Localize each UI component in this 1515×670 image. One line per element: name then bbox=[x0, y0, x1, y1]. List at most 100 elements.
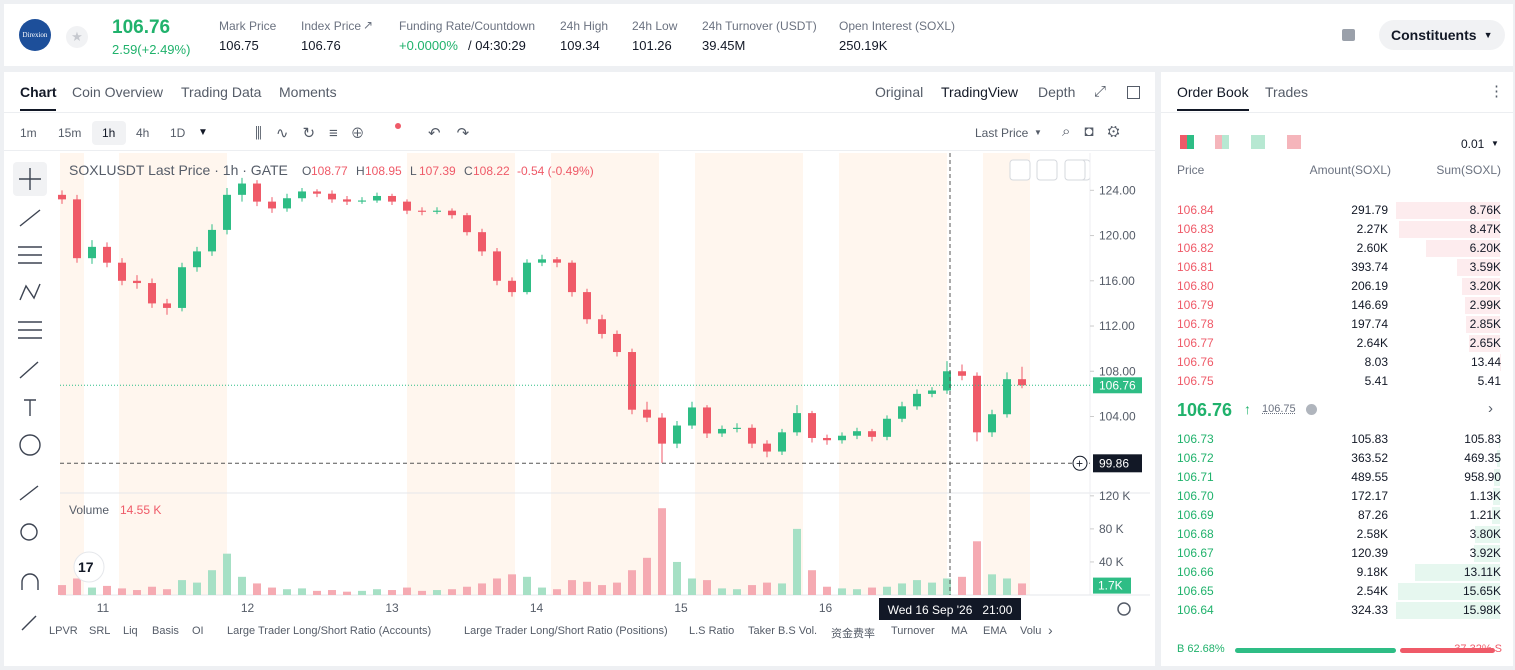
view-tab[interactable]: Depth bbox=[1038, 84, 1076, 100]
volume-last-label: 1.7K bbox=[1098, 579, 1123, 593]
depth-bar bbox=[1493, 469, 1500, 486]
indicator: Large Trader Long/Short Ratio (Accounts) bbox=[227, 625, 432, 637]
depth-bar bbox=[1396, 202, 1500, 219]
info-icon[interactable] bbox=[1306, 404, 1317, 415]
y-tick-label: 104.00 bbox=[1099, 409, 1136, 423]
candle-body bbox=[448, 210, 456, 216]
plus: + bbox=[1076, 456, 1083, 470]
book-icon[interactable] bbox=[1342, 29, 1355, 41]
volume-bar bbox=[223, 553, 231, 595]
volume-bar bbox=[508, 574, 516, 595]
stat-value: 250.19K bbox=[839, 38, 888, 53]
expand-icon[interactable]: ⤢ bbox=[1094, 83, 1107, 100]
depth-bar bbox=[1475, 526, 1500, 543]
view-tab[interactable]: TradingView bbox=[941, 84, 1019, 100]
depth-bar bbox=[1492, 507, 1500, 524]
volume-bar bbox=[958, 576, 966, 595]
candle-body bbox=[943, 371, 951, 391]
candle-body bbox=[343, 199, 351, 202]
ob-amount: 2.60K bbox=[1356, 241, 1388, 255]
tab[interactable]: Trading Data bbox=[181, 84, 262, 100]
link-icon[interactable]: ↗ bbox=[363, 18, 374, 32]
favorite[interactable]: ★ bbox=[66, 26, 88, 48]
tab[interactable]: Coin Overview bbox=[72, 84, 164, 100]
toolbar-icons[interactable]: ⫼∿↻≡⊕ bbox=[255, 125, 378, 142]
refresh-button[interactable] bbox=[1064, 159, 1086, 181]
volume-bar bbox=[763, 582, 771, 595]
volume-bar bbox=[733, 589, 741, 595]
view-bids[interactable] bbox=[1251, 135, 1265, 149]
indicator-next: › bbox=[1048, 622, 1053, 638]
interval[interactable]: 4h bbox=[136, 126, 150, 140]
up-arrow: ↑ bbox=[1244, 401, 1251, 417]
window-icon[interactable] bbox=[1127, 86, 1140, 99]
interval[interactable]: 15m bbox=[58, 126, 82, 140]
ob-sum: 2.85K bbox=[1469, 317, 1501, 331]
more-arrow[interactable]: › bbox=[1488, 400, 1493, 417]
stat-value: 101.26 bbox=[632, 38, 672, 53]
legend-value: 107.39 bbox=[419, 164, 456, 178]
candle-body bbox=[238, 183, 246, 195]
indicator: 资金费率 bbox=[831, 628, 875, 640]
candle-body bbox=[793, 413, 801, 433]
volume-bar bbox=[253, 583, 261, 595]
ob-sum: 8.47K bbox=[1469, 222, 1501, 236]
dropdown-arrow[interactable]: ▼ bbox=[198, 127, 208, 138]
crosshair-time: Wed 16 Sep '26 21:00 bbox=[888, 603, 1013, 617]
interval[interactable]: 1D bbox=[170, 126, 186, 140]
candle-body bbox=[883, 418, 891, 437]
volume-bar bbox=[703, 580, 711, 595]
candle-body bbox=[658, 417, 666, 444]
price-source[interactable]: Last Price bbox=[975, 126, 1029, 140]
view-both[interactable] bbox=[1180, 135, 1194, 149]
ob-tab[interactable]: Order Book bbox=[1177, 84, 1249, 100]
precision[interactable]: 0.01 bbox=[1461, 137, 1485, 151]
menu-icon[interactable]: ⋮ bbox=[1489, 83, 1504, 100]
volume-bar bbox=[478, 583, 486, 595]
volume-bar bbox=[598, 585, 606, 595]
depth-bar bbox=[1496, 450, 1500, 467]
y-tick-label: 108.00 bbox=[1099, 364, 1136, 378]
ob-price: 106.75 bbox=[1177, 374, 1214, 388]
constituents-button[interactable]: Constituents ▼ bbox=[1379, 20, 1505, 50]
session-shade bbox=[119, 153, 227, 595]
volume-bar bbox=[673, 561, 681, 595]
interval[interactable]: 1m bbox=[20, 126, 37, 140]
view-option[interactable] bbox=[1215, 135, 1229, 149]
candle-body bbox=[583, 292, 591, 320]
candle-body bbox=[598, 319, 606, 334]
candle-body bbox=[208, 229, 216, 252]
dropdown-arrow[interactable]: ▼ bbox=[1034, 128, 1042, 137]
session-shade bbox=[407, 153, 515, 595]
depth-bar bbox=[1396, 602, 1500, 619]
legend-value: 108.77 bbox=[311, 164, 348, 178]
candle-body bbox=[853, 431, 861, 436]
collapse-button[interactable] bbox=[1036, 159, 1058, 181]
candle-body bbox=[568, 262, 576, 293]
ob-sum: 15.65K bbox=[1462, 584, 1501, 598]
crosshair-time-tag bbox=[879, 598, 1021, 620]
candle-body bbox=[223, 194, 231, 230]
dropdown-arrow[interactable]: ▼ bbox=[1491, 139, 1499, 148]
ob-price: 106.78 bbox=[1177, 317, 1214, 331]
tab[interactable]: Chart bbox=[20, 84, 57, 100]
ob-price: 106.68 bbox=[1177, 527, 1214, 541]
undo-redo[interactable]: ↶↷ bbox=[428, 125, 486, 142]
tab[interactable]: Moments bbox=[279, 84, 337, 100]
ob-price: 106.76 bbox=[1177, 355, 1214, 369]
candle-body bbox=[358, 200, 366, 202]
chart-tools[interactable]: ⌕◘⚙ bbox=[1062, 123, 1134, 140]
interval[interactable]: 1h bbox=[102, 126, 116, 140]
candle-body bbox=[703, 407, 711, 434]
y-tick-label: 120 K bbox=[1099, 489, 1130, 503]
stat-label: Index Price bbox=[301, 19, 362, 33]
ob-amount: 5.41 bbox=[1364, 374, 1388, 388]
view-asks[interactable] bbox=[1287, 135, 1301, 149]
down-button[interactable] bbox=[1009, 159, 1031, 181]
volume-bar bbox=[73, 578, 81, 595]
ob-price: 106.73 bbox=[1177, 432, 1214, 446]
view-tab[interactable]: Original bbox=[875, 84, 924, 100]
indicator: SRL bbox=[89, 625, 111, 637]
volume-bar bbox=[838, 588, 846, 595]
ob-tab[interactable]: Trades bbox=[1265, 84, 1309, 100]
